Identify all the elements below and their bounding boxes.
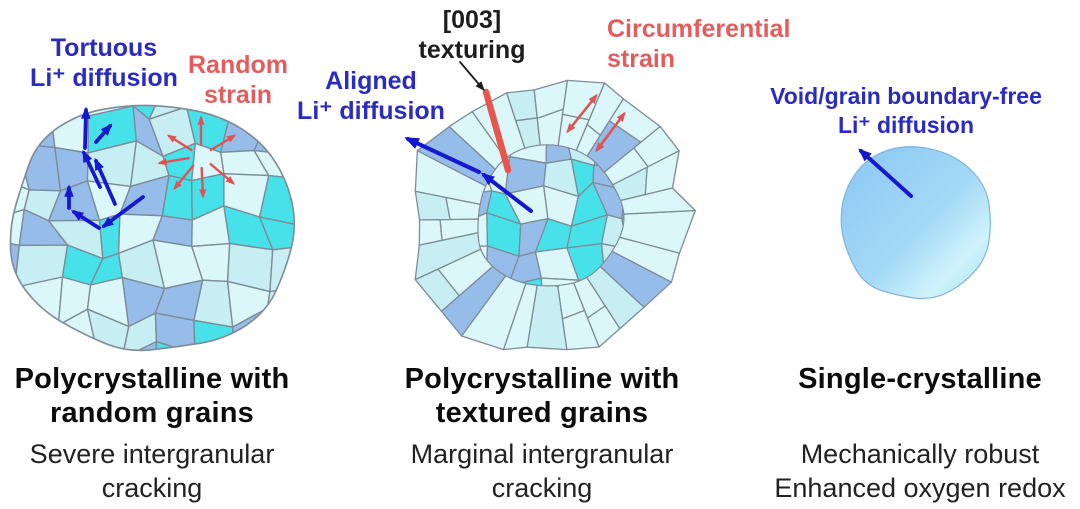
- particle-outline: [9, 104, 296, 352]
- polycrystalline-textured-particle-illustration: [414, 79, 696, 351]
- label-line: [003]: [442, 6, 502, 34]
- tortuous-diffusion-arrows-icon: [64, 106, 145, 230]
- circumferential-strain-arrows-icon: [566, 93, 626, 153]
- label-tortuous-li-diffusion: Tortuous Li⁺ diffusion: [30, 33, 178, 93]
- label-aligned-li-diffusion: Aligned Li⁺ diffusion: [297, 66, 445, 126]
- label-line: strain: [203, 81, 273, 109]
- label-line: Aligned: [325, 67, 417, 95]
- label-circumferential-strain: Circumferential strain: [607, 14, 790, 74]
- title-polycrystalline-textured: Polycrystalline with textured grains: [404, 363, 680, 429]
- subtitle-severe-cracking: Severe intergranular cracking: [29, 439, 275, 503]
- texturing-highlight-mark: [482, 88, 512, 174]
- label-line: Tortuous: [50, 34, 158, 62]
- label-line: Li⁺ diffusion: [837, 112, 975, 138]
- label-003-texturing: [003] texturing: [419, 5, 526, 65]
- title-polycrystalline-random: Polycrystalline with random grains: [14, 363, 290, 429]
- label-line: Circumferential: [607, 15, 791, 43]
- label-line: Void/grain boundary-free: [770, 83, 1042, 109]
- label-random-strain: Random strain: [188, 50, 288, 110]
- aligned-diffusion-arrows-icon: [404, 137, 533, 213]
- label-line: Random: [188, 51, 288, 79]
- label-line: Li⁺ diffusion: [297, 97, 445, 125]
- title-single-crystalline: Single-crystalline: [798, 363, 1042, 395]
- subtitle-robust-redox: Mechanically robust Enhanced oxygen redo…: [774, 439, 1066, 503]
- single-crystal-diffusion-arrow-icon: [858, 148, 913, 198]
- texturing-pointer-arrow-icon: [459, 61, 485, 92]
- label-line: strain: [607, 45, 676, 73]
- single-crystal-particle-illustration: [840, 145, 991, 300]
- subtitle-marginal-cracking: Marginal intergranular cracking: [410, 439, 674, 503]
- label-line: Li⁺ diffusion: [30, 64, 178, 92]
- random-strain-arrows-icon: [157, 115, 237, 199]
- label-line: texturing: [418, 36, 526, 64]
- label-void-free-li-diffusion: Void/grain boundary-free Li⁺ diffusion: [770, 82, 1042, 140]
